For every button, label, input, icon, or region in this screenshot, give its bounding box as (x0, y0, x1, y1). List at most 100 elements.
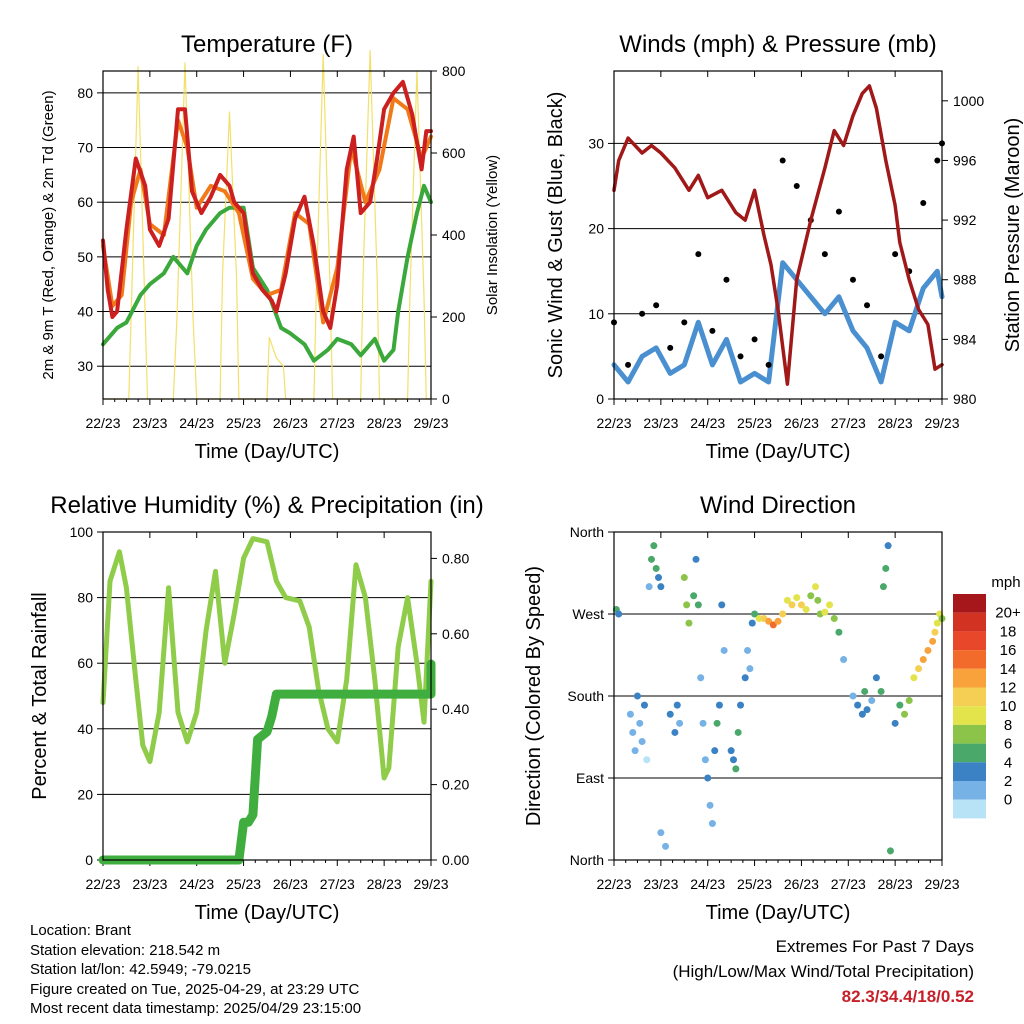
y-right-tick-label: 0.20 (442, 777, 469, 793)
y-tick-label: 0 (596, 391, 604, 407)
y-tick-label: 80 (77, 590, 93, 606)
extremes-values: 82.3/34.4/18/0.52 (841, 987, 974, 1006)
wind-direction-point (715, 701, 723, 709)
y-right-tick-label: 988 (953, 272, 977, 288)
wind-direction-point (915, 665, 923, 673)
y-axis-label: Direction (Colored By Speed) (523, 566, 545, 826)
wind-direction-point (676, 719, 684, 727)
wind-direction-point (840, 656, 848, 664)
y-right-tick-label: 1000 (953, 93, 984, 109)
legend-swatch (953, 762, 986, 781)
gust-point (737, 353, 744, 360)
plot-frame (102, 70, 432, 400)
station-location: Location: Brant (30, 922, 131, 939)
dewpoint-line (101, 183, 433, 363)
wind-direction-point (734, 728, 742, 736)
legend-label: 4 (1004, 754, 1012, 771)
gust-point (835, 208, 842, 215)
legend-label: 20+ (995, 605, 1021, 622)
wind-direction-point (802, 605, 810, 613)
gust-point (751, 336, 758, 343)
legend-swatch (953, 743, 986, 763)
wind-direction-point (793, 594, 801, 602)
gust-point (709, 327, 716, 334)
wind-direction-point (729, 756, 737, 764)
wind-direction-point (647, 555, 655, 563)
y-tick-label: 100 (70, 524, 94, 540)
legend-label: 16 (1000, 642, 1017, 659)
x-tick-label: 24/23 (179, 415, 214, 431)
x-axis-label: Time (Day/UTC) (195, 441, 340, 463)
wind-direction-point (640, 701, 648, 709)
wind-direction-point (854, 701, 862, 709)
y-tick-label: North (570, 852, 604, 868)
wind-direction-point (680, 574, 688, 582)
temp-2m-line (101, 79, 433, 330)
wind-direction-point (891, 719, 899, 727)
gust-point (667, 344, 674, 351)
x-tick-label: 29/23 (413, 415, 448, 431)
legend-swatch (953, 668, 986, 688)
gust-point (625, 361, 632, 368)
wind-direction-point (797, 601, 805, 609)
wind-direction-point (699, 719, 707, 727)
extremes-title: Extremes For Past 7 Days (775, 937, 974, 956)
wind-direction-point (697, 674, 705, 682)
y-tick-label: 70 (77, 140, 93, 156)
wind-direction-point (727, 747, 735, 755)
wind-direction-point (821, 608, 829, 616)
x-tick-label: 28/23 (878, 415, 913, 431)
wind-direction-point (650, 542, 658, 550)
wind-direction-point (732, 765, 740, 773)
x-tick-label: 27/23 (831, 876, 866, 892)
y-right-tick-label: 0.60 (442, 626, 469, 642)
x-tick-label: 28/23 (367, 876, 402, 892)
y-right-tick-label: 0 (442, 391, 450, 407)
y-tick-label: 50 (77, 249, 93, 265)
legend-swatch (953, 687, 986, 707)
figure-created: Figure created on Tue, 2025-04-29, at 23… (30, 980, 360, 998)
wind-direction-point (774, 617, 782, 625)
x-tick-label: 22/23 (85, 876, 120, 892)
gust-point (878, 353, 885, 360)
y-tick-label: 20 (77, 786, 93, 802)
legend-label: 18 (1000, 623, 1017, 640)
wind-direction-point (814, 596, 822, 604)
x-tick-label: 25/23 (226, 415, 261, 431)
y-right-axis-label: Solar Insolation (Yellow) (484, 155, 501, 315)
x-tick-label: 23/23 (132, 876, 167, 892)
y-axis-label: Percent & Total Rainfall (29, 592, 51, 800)
wind-direction-point (901, 710, 909, 718)
wind-direction-point (931, 628, 939, 636)
extremes-box: Extremes For Past 7 Days (High/Low/Max W… (673, 934, 974, 1009)
wind-direction-point (657, 583, 665, 591)
y-tick-label: 40 (77, 721, 93, 737)
y-right-axis-label: Station Pressure (Maroon) (1002, 118, 1024, 353)
wind-direction-point (783, 596, 791, 604)
y-right-tick-label: 0.40 (442, 701, 469, 717)
legend-swatch (953, 799, 986, 819)
latest-timestamp: Most recent data timestamp: 2025/04/29 2… (30, 1000, 362, 1017)
x-tick-label: 26/23 (273, 415, 308, 431)
wind-line (611, 260, 945, 385)
wind-direction-point (879, 583, 887, 591)
gust-point (723, 276, 730, 283)
wind-direction-point (657, 829, 665, 837)
wind-direction-point (835, 628, 843, 636)
legend-swatch (953, 612, 986, 632)
gust-point (793, 183, 800, 190)
station-elevation: Station elevation: 218.542 m (30, 941, 221, 959)
wind-direction-point (718, 601, 726, 609)
x-tick-label: 24/23 (179, 876, 214, 892)
wind-direction-point (706, 801, 714, 809)
y-tick-label: North (570, 524, 604, 540)
wind-direction-point (708, 820, 716, 828)
wind-direction-point (919, 656, 927, 664)
wind-direction-point (741, 674, 749, 682)
station-latlon: Station lat/lon: 42.5949; -79.0215 (30, 961, 252, 978)
wind-direction-point (701, 756, 709, 764)
wind-direction-point (788, 601, 796, 609)
wind-direction-point (645, 583, 653, 591)
y-tick-label: 0 (85, 852, 93, 868)
wind-direction-point (704, 774, 712, 782)
